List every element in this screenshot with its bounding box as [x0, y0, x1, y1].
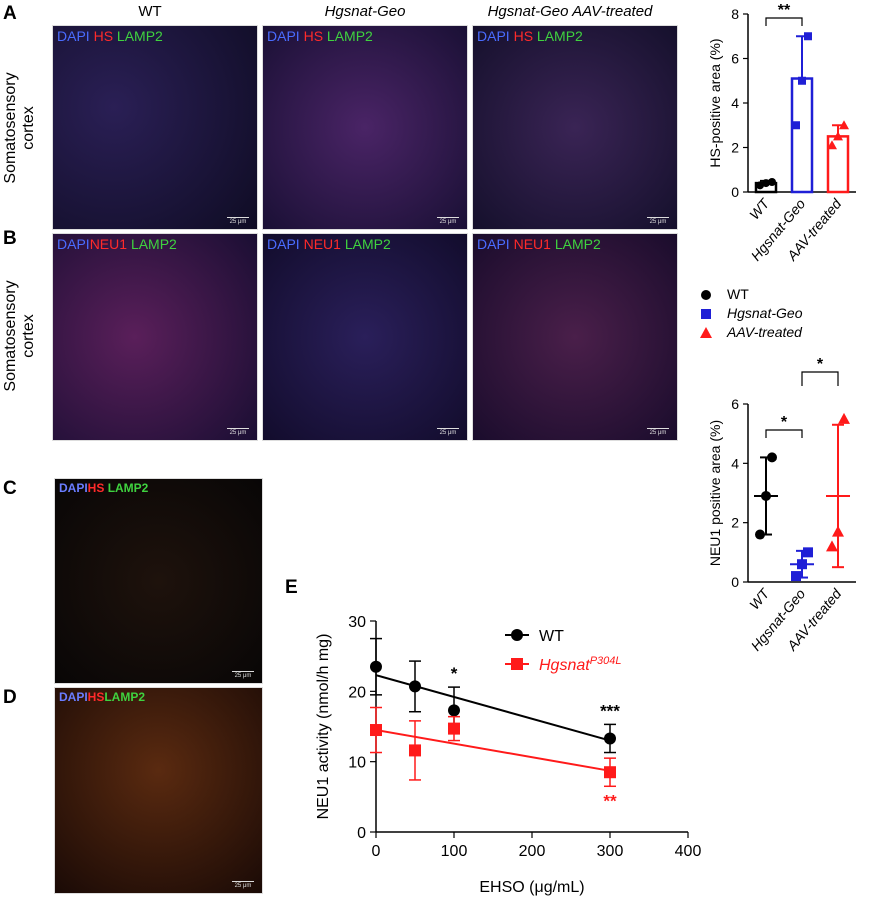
neu1-y-tick-label: 4	[731, 455, 739, 471]
micrograph-b-aav: DAPI NEU1 LAMP2 25 μm	[472, 233, 678, 441]
activity-x-tick-label: 200	[519, 843, 546, 860]
activity-significance-label: ***	[600, 701, 620, 720]
column-title-wt: WT	[138, 3, 162, 20]
micrograph-a-geo: DAPI HS LAMP2 25 μm	[262, 25, 468, 230]
fibroblast-image-d: DAPIHSLAMP2 25 μm	[54, 687, 263, 894]
activity-data-point	[448, 722, 460, 735]
hs-bar	[790, 77, 814, 194]
neu1-significance-label: *	[817, 356, 824, 373]
neu1-significance-bracket	[801, 371, 839, 386]
activity-x-axis-label: EHSO (μg/mL)	[479, 879, 584, 896]
activity-y-tick-label: 30	[348, 614, 366, 631]
activity-x-tick-label: 400	[675, 843, 702, 860]
neu1-data-point	[755, 529, 765, 540]
activity-data-point	[370, 724, 382, 737]
hs-data-point	[762, 179, 770, 188]
hs-y-axis-label: HS-positive area (%)	[707, 38, 723, 167]
hs-significance-label: **	[778, 2, 791, 19]
neu1-data-point	[767, 452, 777, 463]
activity-data-point	[604, 766, 616, 779]
micrograph-b-wt: DAPINEU1 LAMP2 25 μm	[52, 233, 258, 441]
hs-data-point	[804, 32, 812, 41]
activity-data-point	[409, 680, 421, 693]
activity-data-point	[604, 732, 616, 745]
legend-marker-wt	[701, 290, 711, 300]
hs-x-tick-label: WT	[746, 195, 773, 223]
neu1-data-point	[797, 559, 807, 570]
neu1-y-tick-label: 0	[731, 574, 739, 590]
column-title-aav: Hgsnat-Geo AAV-treated	[487, 3, 653, 20]
activity-significance-label: **	[603, 791, 617, 810]
legend-label-aav: AAV-treated	[726, 324, 803, 340]
activity-data-point	[409, 744, 421, 757]
activity-significance-label: *	[451, 664, 458, 683]
legend-marker-geo	[701, 309, 711, 319]
activity-y-tick-label: 0	[357, 825, 366, 842]
micrograph-b-geo: DAPI NEU1 LAMP2 25 μm	[262, 233, 468, 441]
fibroblast-image-c: DAPIHS LAMP2 25 μm	[54, 478, 263, 684]
hs-data-point	[833, 131, 843, 141]
activity-x-tick-label: 0	[372, 843, 381, 860]
neu1-y-tick-label: 6	[731, 396, 739, 412]
neu1-data-point	[826, 540, 838, 552]
activity-data-point	[448, 704, 460, 717]
activity-legend-label-mutant: HgsnatP304L	[539, 655, 622, 674]
activity-y-tick-label: 20	[348, 684, 366, 701]
neu1-x-tick-label: WT	[746, 585, 773, 613]
hs-data-point	[827, 140, 837, 150]
panel-label-b: B	[3, 228, 17, 249]
panel-label-e: E	[285, 577, 298, 598]
hs-significance-bracket	[765, 17, 803, 26]
column-title-geo: Hgsnat-Geo	[324, 3, 406, 20]
activity-x-tick-label: 300	[597, 843, 624, 860]
neu1-data-point	[761, 490, 771, 501]
activity-legend-marker-mutant	[511, 658, 523, 670]
hs-y-tick-label: 0	[731, 184, 739, 200]
panel-label-c: C	[3, 478, 17, 499]
neu1-data-point	[838, 412, 850, 424]
neu1-y-axis-label: NEU1 positive area (%)	[707, 420, 723, 566]
activity-y-axis-label: NEU1 activity (nmol/h mg)	[315, 634, 332, 820]
neu1-significance-bracket	[765, 429, 803, 438]
micrograph-a-wt: DAPI HS LAMP2 25 μm	[52, 25, 258, 230]
legend-label-geo: Hgsnat-Geo	[727, 305, 803, 321]
panel-label-a: A	[3, 3, 17, 24]
micrograph-a-aav: DAPI HS LAMP2 25 μm	[472, 25, 678, 230]
hs-data-point	[792, 121, 800, 130]
hs-data-point	[768, 177, 776, 186]
hs-data-point	[798, 76, 806, 85]
legend-label-wt: WT	[727, 286, 749, 302]
hs-y-tick-label: 6	[731, 51, 739, 67]
neu1-data-point	[791, 571, 801, 582]
neu1-data-point	[803, 547, 813, 558]
legend-marker-aav	[700, 327, 712, 338]
panel-label-d: D	[3, 687, 17, 708]
neu1-data-point	[832, 525, 844, 537]
hs-y-tick-label: 4	[731, 95, 739, 111]
neu1-significance-label: *	[781, 414, 788, 431]
activity-x-tick-label: 100	[441, 843, 468, 860]
activity-legend-label-wt: WT	[539, 628, 564, 645]
activity-data-point	[370, 660, 382, 673]
activity-y-tick-label: 10	[348, 755, 366, 772]
hs-y-tick-label: 8	[731, 6, 739, 22]
hs-y-tick-label: 2	[731, 140, 739, 156]
hs-data-point	[756, 181, 764, 190]
neu1-y-tick-label: 2	[731, 515, 739, 531]
hs-data-point	[839, 120, 849, 130]
activity-legend-marker-wt	[511, 629, 523, 641]
